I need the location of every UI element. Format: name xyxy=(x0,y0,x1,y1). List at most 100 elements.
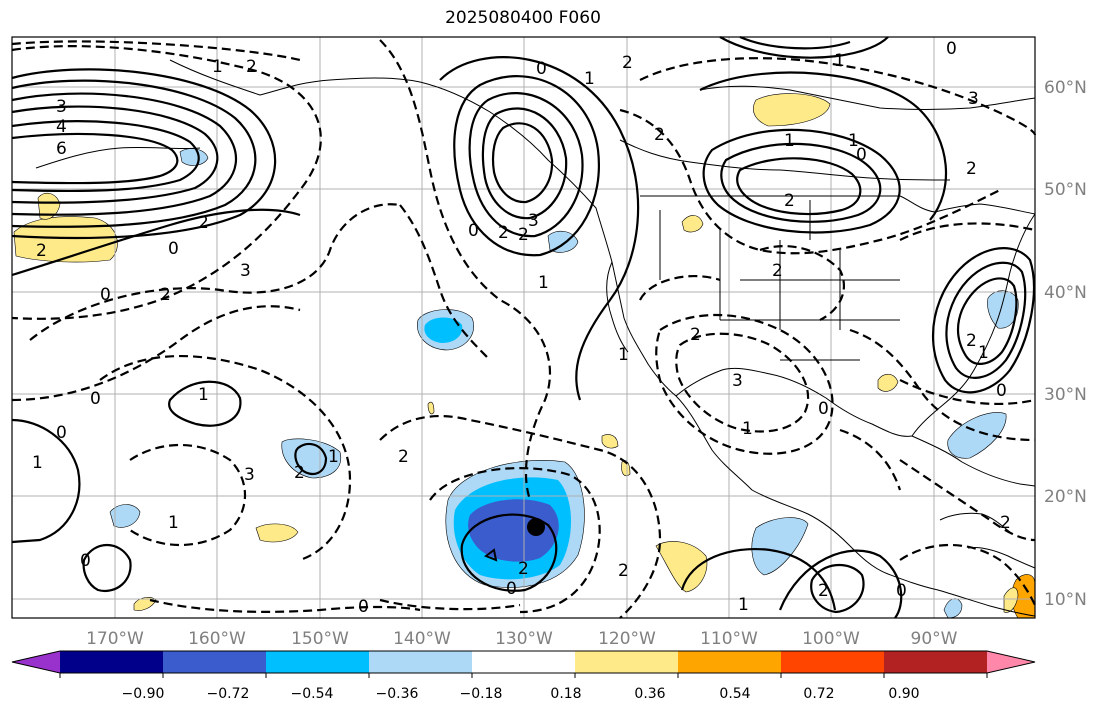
contour-hawaii-1 xyxy=(168,380,242,427)
lat-label: 60°N xyxy=(1044,78,1087,98)
contour-canada-neg-1 xyxy=(639,57,1037,136)
contour-cpac-neg-1 xyxy=(429,467,601,614)
lon-label: 160°W xyxy=(188,629,246,649)
contour-canada-2 xyxy=(720,142,882,223)
positive-anomaly-rockies xyxy=(681,215,704,233)
contour-alaska-neg-1 xyxy=(379,39,552,501)
negative-anomaly-east-pacific-inner xyxy=(424,317,463,343)
contour-label: 2 xyxy=(784,191,795,211)
contour-west-neg-5 xyxy=(129,444,247,546)
contour-west-zero xyxy=(11,208,301,277)
contour-top-high-1 xyxy=(719,36,889,59)
contour-cpac-neg-2 xyxy=(379,414,662,619)
contour-mexico-3 xyxy=(639,275,721,301)
contour-label: 1 xyxy=(538,273,549,293)
contour-label: 2 xyxy=(294,463,305,483)
lon-label: 90°W xyxy=(911,629,958,649)
contour-hawaii-2 xyxy=(294,442,328,476)
contour-canada-neg-2 xyxy=(619,108,1001,255)
contour-label: 0 xyxy=(536,59,547,79)
longitude-labels: 170°W 160°W 150°W 140°W 130°W 120°W 110°… xyxy=(86,629,958,649)
contour-high-west-6 xyxy=(11,132,179,185)
shaded-anomalies xyxy=(13,93,1036,619)
positive-anomaly-7-outer xyxy=(1003,587,1019,613)
colorbar-ticks: −0.90 −0.72 −0.54 −0.36 −0.18 0.18 0.36 … xyxy=(122,686,920,702)
contour-eastus-neg-1 xyxy=(899,222,1036,241)
contour-label: 1 xyxy=(848,131,859,151)
contour-mexico-1 xyxy=(655,313,834,455)
contour-label: 3 xyxy=(968,89,979,109)
contour-west-neg-6 xyxy=(11,305,301,402)
contour-west-neg-2 xyxy=(11,40,301,62)
contour-label: 1 xyxy=(584,69,595,89)
colorbar-tick-label: −0.54 xyxy=(291,686,334,702)
colorbar xyxy=(11,650,1036,678)
contour-label: 0 xyxy=(996,381,1007,401)
contour-alaska-1 xyxy=(453,75,600,257)
lon-label: 120°W xyxy=(598,629,656,649)
contour-cpac-neg-3 xyxy=(379,598,521,611)
map-border xyxy=(11,36,1036,619)
contour-eastus-3 xyxy=(956,277,1018,365)
positive-anomaly-west-pacific-2 xyxy=(37,192,61,220)
positive-anomaly-5 xyxy=(621,460,631,477)
colorbar-swatch xyxy=(163,651,267,673)
contour-canada-3 xyxy=(736,157,862,216)
contour-tropic-2 xyxy=(810,563,865,614)
contour-label: 2 xyxy=(398,447,409,467)
contour-canada-1 xyxy=(702,128,901,234)
contour-label: 1 xyxy=(618,345,629,365)
contour-high-west-5 xyxy=(11,120,200,193)
contour-label: 1 xyxy=(328,447,339,467)
contour-label: 3 xyxy=(732,371,743,391)
contour-label: 2 xyxy=(518,559,529,579)
contour-alaska-neg-2 xyxy=(399,204,491,361)
contour-west-1 xyxy=(11,418,81,544)
contour-alaska-3 xyxy=(481,107,568,220)
colorbar-swatch xyxy=(266,651,370,673)
contour-label: 2 xyxy=(622,53,633,73)
contours xyxy=(11,35,1037,619)
contour-tropic-1 xyxy=(680,548,837,611)
contour-label: 2 xyxy=(160,285,171,305)
contour-canada-4 xyxy=(699,71,948,221)
contour-label: 0 xyxy=(506,579,517,599)
negative-anomaly-gulf xyxy=(947,412,1007,459)
colorbar-tick-label: −0.18 xyxy=(460,686,503,702)
contour-label: 2 xyxy=(1000,513,1011,533)
colorbar-swatch xyxy=(781,651,885,673)
contour-label: 3 xyxy=(244,465,255,485)
contour-high-west-4 xyxy=(11,105,219,204)
contour-label: 2 xyxy=(966,331,977,351)
contour-label: 3 xyxy=(528,211,539,231)
colorbar-extend-min xyxy=(12,651,60,673)
coastlines xyxy=(35,59,1036,617)
negative-anomaly-small-1 xyxy=(109,504,141,528)
lat-label: 20°N xyxy=(1044,487,1087,507)
colorbar-tick-label: −0.36 xyxy=(376,686,419,702)
contour-label: 2 xyxy=(618,561,629,581)
contour-label: 1 xyxy=(784,131,795,151)
contour-label: 0 xyxy=(90,389,101,409)
colorbar-tick-label: −0.72 xyxy=(207,686,250,702)
contour-alaska-5 xyxy=(439,56,640,401)
contour-mexico-4 xyxy=(759,245,845,321)
contour-label: 2 xyxy=(498,223,509,243)
contour-label: 1 xyxy=(742,419,753,439)
positive-anomaly-west-pacific xyxy=(13,216,118,263)
contour-top-high-2 xyxy=(739,35,851,50)
contour-label: 1 xyxy=(198,385,209,405)
contour-tropic-neg-2 xyxy=(899,544,1036,606)
contour-eastus-1 xyxy=(932,247,1036,394)
colorbar-tick-label: 0.36 xyxy=(634,686,665,702)
contour-eastus-neg-2 xyxy=(899,379,1036,406)
contour-label: 0 xyxy=(896,581,907,601)
contour-label: 1 xyxy=(212,57,223,77)
lat-label: 50°N xyxy=(1044,180,1087,200)
colorbar-swatch xyxy=(60,651,164,673)
colorbar-swatch xyxy=(884,651,988,673)
storm-center-marker xyxy=(527,518,545,536)
contour-label: 0 xyxy=(100,285,111,305)
contour-high-west-3 xyxy=(11,92,238,216)
contour-label: 2 xyxy=(654,125,665,145)
